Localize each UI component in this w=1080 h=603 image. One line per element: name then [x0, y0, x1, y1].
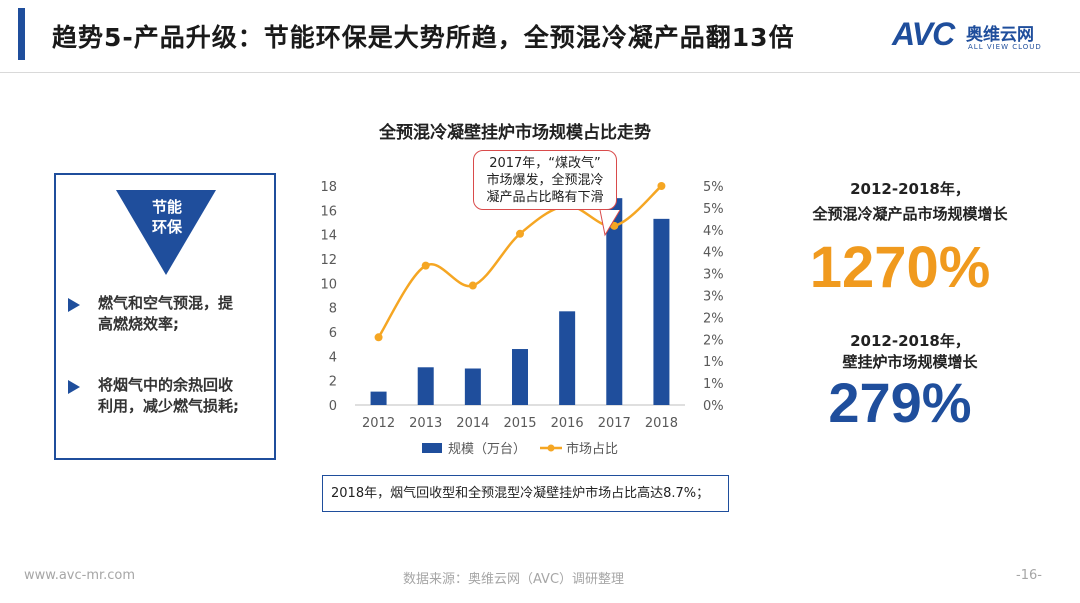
x-tick-label: 2016	[551, 416, 584, 431]
energy-saving-panel: 节能 环保 燃气和空气预混，提 高燃烧效率; 将烟气中的余热回收 利用，减少燃气…	[54, 173, 276, 460]
x-tick-label: 2017	[598, 416, 631, 431]
legend-line-marker	[547, 444, 555, 452]
x-tick-label: 2012	[362, 416, 395, 431]
chart-note: 2018年，烟气回收型和全预混型冷凝壁挂炉市场占比高达8.7%；	[322, 475, 729, 512]
stat-value-condensing-growth: 1270%	[809, 235, 991, 300]
chart-annotation: 2017年，“煤改气” 市场爆发，全预混冷 凝产品占比略有下滑	[473, 150, 617, 210]
bullet-arrow-icon	[68, 380, 80, 394]
y2-tick-label: 5%	[703, 180, 724, 195]
badge-line-1: 节能	[151, 198, 182, 216]
logo-en-text: ALL VIEW CLOUD	[968, 43, 1042, 51]
y2-tick-label: 2%	[703, 311, 724, 326]
bullet-line: 燃气和空气预混，提	[98, 294, 234, 312]
bullet-arrow-icon	[68, 298, 80, 312]
badge-line-2: 环保	[151, 218, 182, 236]
stat-label-line: 2012-2018年，	[850, 180, 970, 198]
line-point	[516, 229, 524, 238]
annotation-line: 市场爆发，全预混冷	[486, 173, 604, 188]
legend-bar-swatch	[422, 443, 442, 453]
stat-value-boiler-growth: 279%	[828, 371, 972, 434]
stat-label-line: 全预混冷凝产品市场规模增长	[812, 205, 1008, 223]
x-tick-label: 2018	[645, 416, 678, 431]
bullet-line: 利用，减少燃气损耗;	[98, 397, 239, 415]
legend-bar-label: 规模（万台）	[448, 442, 526, 457]
title-accent-bar	[18, 8, 25, 60]
y-tick-label: 4	[329, 350, 337, 365]
header-divider	[0, 72, 1080, 73]
y-tick-label: 6	[329, 326, 337, 341]
y2-tick-label: 3%	[703, 290, 724, 305]
line-point	[421, 261, 430, 270]
y2-tick-label: 0%	[703, 399, 724, 414]
annotation-pointer	[599, 209, 621, 237]
y-tick-label: 8	[329, 302, 337, 317]
stat-label: 2012-2018年， 壁挂炉市场规模增长	[795, 331, 1025, 373]
bullet-item: 将烟气中的余热回收 利用，减少燃气损耗;	[68, 375, 268, 417]
bar	[559, 311, 576, 405]
annotation-line: 2017年，“煤改气”	[489, 156, 601, 171]
logo-avc-text: AVC	[892, 16, 955, 52]
badge-triangle-icon	[116, 190, 216, 275]
badge-label: 节能 环保	[56, 197, 278, 237]
bar	[512, 349, 528, 405]
y-tick-label: 2	[329, 375, 337, 390]
y-tick-label: 0	[329, 399, 337, 414]
y-tick-label: 14	[320, 229, 337, 244]
legend-line-label: 市场占比	[566, 441, 618, 457]
line-point	[468, 281, 477, 290]
y2-tick-label: 1%	[703, 355, 724, 370]
y2-tick-label: 3%	[703, 268, 724, 283]
annotation-line: 凝产品占比略有下滑	[486, 190, 604, 205]
x-tick-label: 2013	[409, 416, 442, 431]
footer-url: www.avc-mr.com	[24, 568, 136, 583]
bar	[464, 368, 481, 405]
bar	[653, 218, 670, 405]
bullet-line: 将烟气中的余热回收	[98, 376, 234, 394]
y2-tick-label: 1%	[703, 377, 724, 392]
y-tick-label: 10	[320, 277, 337, 292]
y-tick-label: 12	[320, 253, 337, 268]
x-tick-label: 2015	[503, 416, 536, 431]
bullet-line: 高燃烧效率;	[98, 315, 179, 333]
page-number: -16-	[1016, 568, 1042, 583]
x-tick-label: 2014	[456, 416, 489, 431]
bar	[606, 198, 623, 405]
bar	[370, 391, 387, 405]
logo-cn-text: 奥维云网	[966, 25, 1034, 45]
y2-tick-label: 4%	[703, 246, 724, 261]
bullet-item: 燃气和空气预混，提 高燃烧效率;	[68, 293, 268, 335]
y-tick-label: 16	[320, 204, 337, 219]
line-point	[374, 333, 383, 342]
line-point	[657, 182, 666, 190]
chart-title: 全预混冷凝壁挂炉市场规模占比走势	[378, 122, 651, 143]
bar	[417, 367, 434, 405]
footer-source: 数据来源：奥维云网（AVC）调研整理	[403, 572, 625, 587]
stat-label-line: 2012-2018年，	[850, 332, 970, 350]
stat-label: 2012-2018年， 全预混冷凝产品市场规模增长	[795, 177, 1025, 227]
avc-logo: AVC 奥维云网 ALL VIEW CLOUD	[888, 16, 1063, 56]
y-tick-label: 18	[320, 180, 337, 195]
stat-label-line: 壁挂炉市场规模增长	[842, 353, 978, 371]
market-share-chart: 全预混冷凝壁挂炉市场规模占比走势 0 2 4 6 8 10 12 14 16 18 0% 1% 1% 2% 2…	[320, 122, 724, 457]
page-title: 趋势5-产品升级：节能环保是大势所趋，全预混冷凝产品翻13倍	[52, 23, 795, 52]
y2-tick-label: 5%	[703, 202, 724, 217]
y2-tick-label: 4%	[703, 224, 724, 239]
y2-tick-label: 2%	[703, 333, 724, 348]
